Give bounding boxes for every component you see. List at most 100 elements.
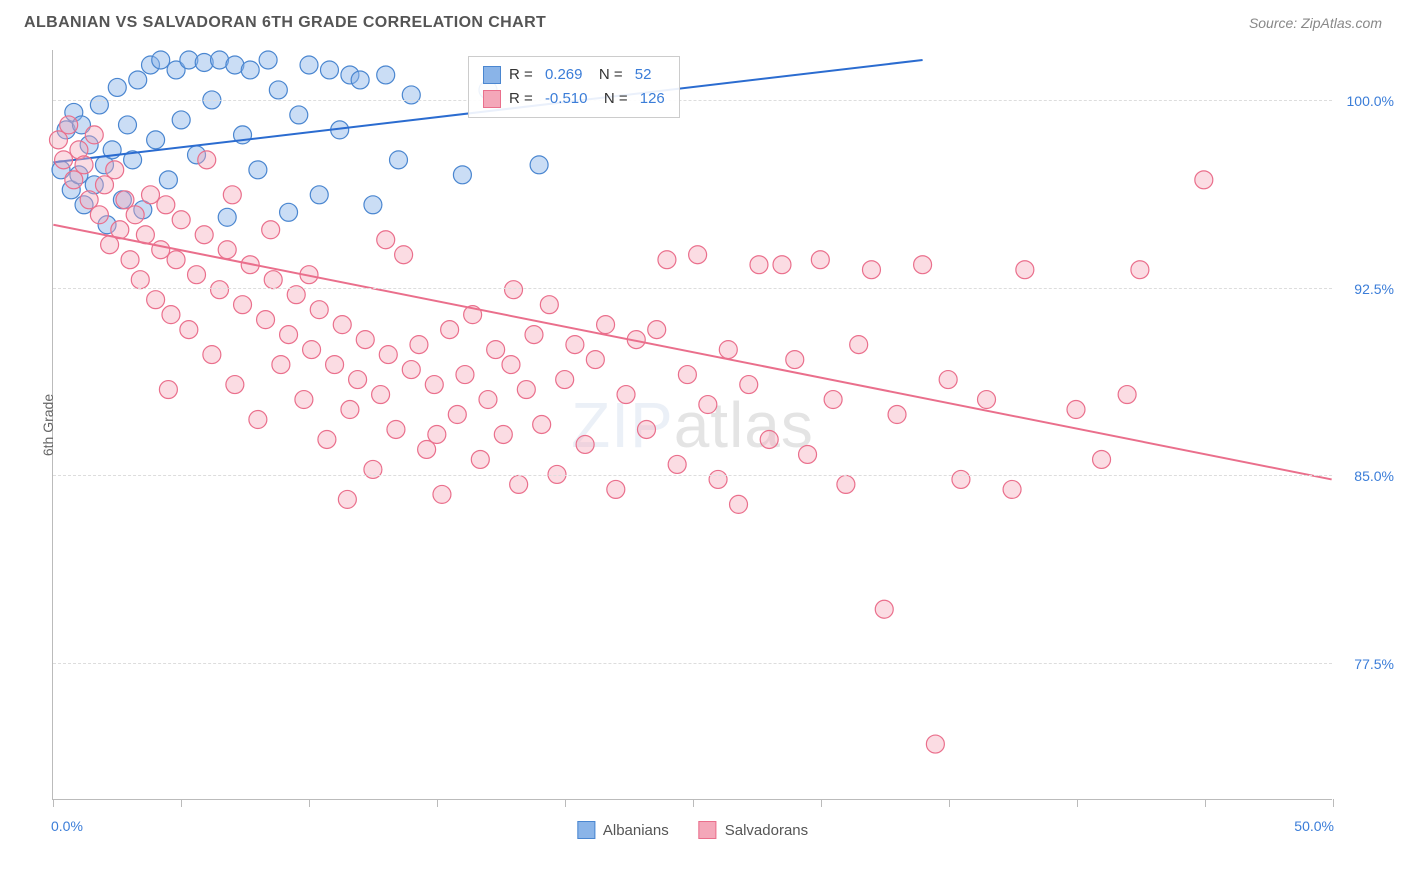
data-point bbox=[203, 346, 221, 364]
data-point bbox=[262, 221, 280, 239]
data-point bbox=[510, 475, 528, 493]
data-point bbox=[159, 171, 177, 189]
data-point bbox=[811, 251, 829, 269]
x-tick bbox=[437, 799, 438, 807]
data-point bbox=[617, 386, 635, 404]
x-tick bbox=[949, 799, 950, 807]
x-tick bbox=[693, 799, 694, 807]
data-point bbox=[162, 306, 180, 324]
data-point bbox=[272, 356, 290, 374]
data-point bbox=[195, 226, 213, 244]
x-axis-min-label: 0.0% bbox=[51, 818, 83, 834]
data-point bbox=[1118, 386, 1136, 404]
data-point bbox=[750, 256, 768, 274]
data-point bbox=[505, 281, 523, 299]
gridline: 100.0% bbox=[53, 100, 1332, 101]
data-point bbox=[428, 425, 446, 443]
data-point bbox=[390, 151, 408, 169]
data-point bbox=[607, 480, 625, 498]
data-point bbox=[218, 208, 236, 226]
y-tick-label: 77.5% bbox=[1354, 656, 1394, 672]
x-tick bbox=[1333, 799, 1334, 807]
data-point bbox=[586, 351, 604, 369]
data-point bbox=[433, 485, 451, 503]
data-point bbox=[699, 396, 717, 414]
data-point bbox=[1093, 450, 1111, 468]
data-point bbox=[338, 490, 356, 508]
data-point bbox=[249, 161, 267, 179]
data-point bbox=[157, 196, 175, 214]
data-point bbox=[471, 450, 489, 468]
data-point bbox=[241, 61, 259, 79]
data-point bbox=[269, 81, 287, 99]
data-point bbox=[372, 386, 390, 404]
data-point bbox=[257, 311, 275, 329]
stat-r: 0.269 bbox=[545, 63, 583, 87]
data-point bbox=[131, 271, 149, 289]
data-point bbox=[147, 291, 165, 309]
gridline: 85.0% bbox=[53, 475, 1332, 476]
data-point bbox=[786, 351, 804, 369]
data-point bbox=[226, 376, 244, 394]
x-tick bbox=[1077, 799, 1078, 807]
data-point bbox=[914, 256, 932, 274]
data-point bbox=[290, 106, 308, 124]
legend-item-salvadorans: Salvadorans bbox=[699, 821, 808, 839]
data-point bbox=[172, 111, 190, 129]
stat-r: -0.510 bbox=[545, 87, 588, 111]
gridline: 77.5% bbox=[53, 663, 1332, 664]
data-point bbox=[410, 336, 428, 354]
data-point bbox=[540, 296, 558, 314]
data-point bbox=[218, 241, 236, 259]
data-point bbox=[60, 116, 78, 134]
data-point bbox=[310, 301, 328, 319]
data-point bbox=[566, 336, 584, 354]
data-point bbox=[402, 361, 420, 379]
salvadorans-swatch bbox=[699, 821, 717, 839]
stat-n: 52 bbox=[635, 63, 652, 87]
data-point bbox=[159, 381, 177, 399]
data-point bbox=[448, 406, 466, 424]
plot-svg bbox=[53, 50, 1332, 799]
data-point bbox=[926, 735, 944, 753]
data-point bbox=[280, 203, 298, 221]
data-point bbox=[952, 470, 970, 488]
data-point bbox=[300, 56, 318, 74]
data-point bbox=[234, 296, 252, 314]
data-point bbox=[310, 186, 328, 204]
data-point bbox=[395, 246, 413, 264]
data-point bbox=[637, 421, 655, 439]
data-point bbox=[349, 371, 367, 389]
data-point bbox=[152, 51, 170, 69]
data-point bbox=[119, 116, 137, 134]
data-point bbox=[530, 156, 548, 174]
data-point bbox=[280, 326, 298, 344]
data-point bbox=[377, 231, 395, 249]
chart-legend: Albanians Salvadorans bbox=[577, 821, 808, 839]
data-point bbox=[55, 151, 73, 169]
data-point bbox=[837, 475, 855, 493]
x-tick bbox=[1205, 799, 1206, 807]
x-tick bbox=[309, 799, 310, 807]
x-axis-max-label: 50.0% bbox=[1294, 818, 1334, 834]
stat-n: 126 bbox=[640, 87, 665, 111]
data-point bbox=[188, 266, 206, 284]
data-point bbox=[888, 406, 906, 424]
data-point bbox=[259, 51, 277, 69]
data-point bbox=[556, 371, 574, 389]
data-point bbox=[525, 326, 543, 344]
data-point bbox=[799, 445, 817, 463]
data-point bbox=[875, 600, 893, 618]
data-point bbox=[678, 366, 696, 384]
data-point bbox=[689, 246, 707, 264]
data-point bbox=[90, 96, 108, 114]
data-point bbox=[517, 381, 535, 399]
data-point bbox=[456, 366, 474, 384]
legend-label: Salvadorans bbox=[725, 822, 808, 839]
data-point bbox=[249, 411, 267, 429]
data-point bbox=[356, 331, 374, 349]
data-point bbox=[108, 78, 126, 96]
data-point bbox=[719, 341, 737, 359]
data-point bbox=[142, 186, 160, 204]
data-point bbox=[172, 211, 190, 229]
